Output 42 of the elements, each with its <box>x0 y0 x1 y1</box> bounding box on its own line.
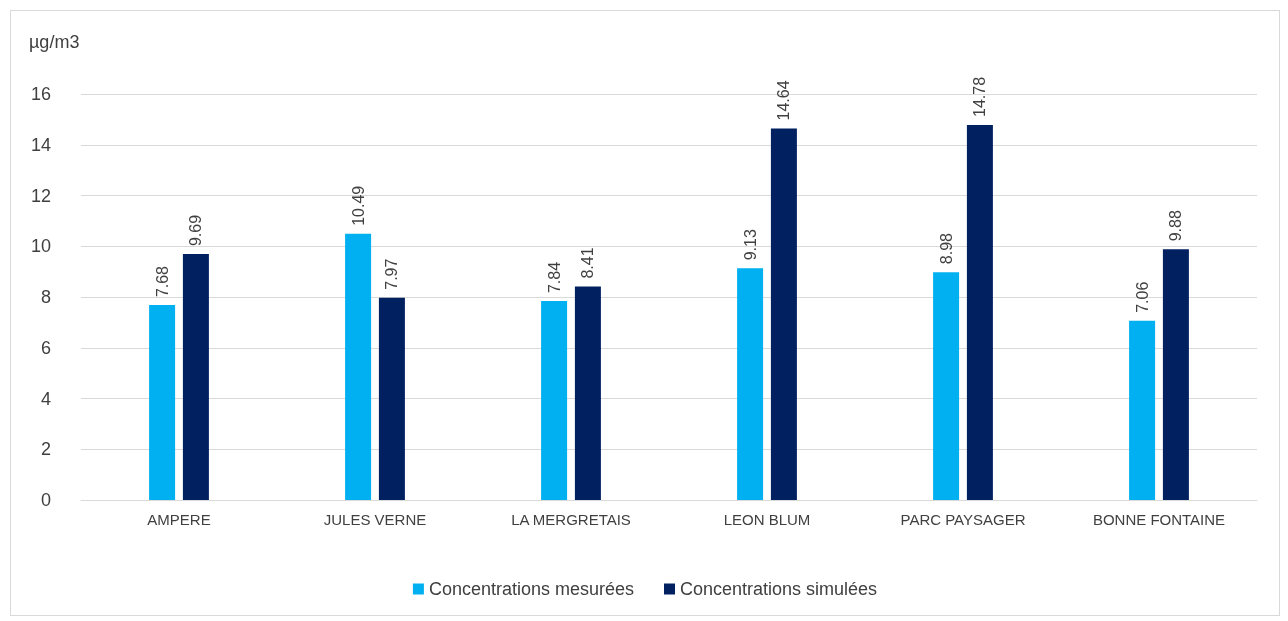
y-axis-title: µg/m3 <box>29 32 80 52</box>
y-tick-label: 4 <box>40 388 51 409</box>
data-label: 14.64 <box>775 80 793 121</box>
bar <box>182 254 209 500</box>
data-label: 9.88 <box>1167 210 1185 242</box>
y-tick-label: 8 <box>40 287 51 307</box>
y-tick-label: 16 <box>30 84 51 104</box>
x-tick-label: LEON BLUM <box>723 511 811 528</box>
bar <box>149 305 176 500</box>
data-label: 9.69 <box>187 214 205 247</box>
bar <box>345 233 372 500</box>
bar <box>574 286 601 500</box>
y-tick-label: 6 <box>40 337 51 358</box>
y-tick-label: 12 <box>30 185 51 206</box>
bar <box>1162 249 1189 500</box>
bar <box>1129 320 1156 500</box>
bar <box>770 128 797 500</box>
bar <box>737 268 764 500</box>
bar <box>933 272 960 500</box>
bar <box>541 301 568 500</box>
data-label: 10.49 <box>349 185 367 226</box>
data-label: 7.68 <box>153 265 171 298</box>
x-tick-label: PARC PAYSAGER <box>900 511 1026 528</box>
data-label: 8.41 <box>579 247 597 279</box>
data-label: 7.84 <box>545 261 563 294</box>
x-tick-label: AMPERE <box>147 511 211 528</box>
y-tick-label: 0 <box>40 490 51 510</box>
y-tick-label: 14 <box>30 134 51 155</box>
legend-label: Concentrations mesurées <box>428 579 635 599</box>
y-tick-label: 2 <box>40 439 51 460</box>
data-label: 7.97 <box>383 258 401 290</box>
y-tick-label: 10 <box>30 236 51 257</box>
x-tick-label: JULES VERNE <box>323 511 427 528</box>
x-tick-label: BONNE FONTAINE <box>1092 511 1226 528</box>
data-label: 7.06 <box>1133 281 1151 313</box>
bar <box>378 297 405 500</box>
legend-label: Concentrations simulées <box>680 579 878 599</box>
bar <box>966 124 993 500</box>
data-label: 9.13 <box>741 229 759 261</box>
data-label: 14.78 <box>971 76 989 117</box>
x-tick-label: LA MERGRETAIS <box>511 511 631 528</box>
data-label: 8.98 <box>937 232 955 265</box>
